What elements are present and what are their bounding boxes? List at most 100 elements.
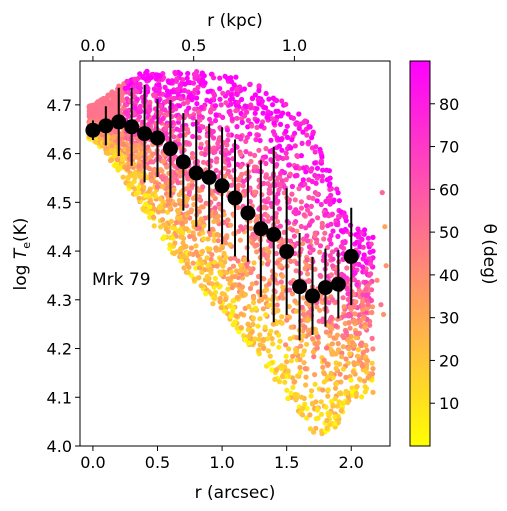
data-point (239, 275, 246, 281)
data-point (264, 336, 270, 342)
data-point (145, 121, 151, 127)
data-point (233, 108, 239, 114)
data-point (217, 295, 223, 302)
data-point (299, 394, 305, 400)
data-point (221, 308, 227, 314)
data-point (132, 175, 138, 181)
data-point (164, 88, 171, 94)
data-point (360, 264, 366, 270)
data-point (204, 255, 210, 261)
data-point (200, 159, 207, 165)
data-point (197, 256, 203, 262)
data-point (312, 266, 318, 272)
data-point (213, 167, 219, 174)
data-point (143, 70, 149, 76)
colorbar-title: θ (deg) (479, 223, 499, 284)
data-point (343, 275, 349, 281)
data-point (347, 325, 353, 331)
data-point (133, 191, 139, 197)
data-point (189, 151, 196, 157)
data-point (279, 147, 285, 153)
data-point (356, 239, 362, 245)
data-point (305, 318, 311, 324)
data-point (181, 253, 187, 259)
data-point (291, 379, 297, 385)
data-point (332, 396, 338, 402)
data-point (328, 370, 334, 376)
data-point (156, 86, 162, 92)
data-point (215, 213, 221, 219)
data-point (315, 340, 321, 346)
data-point (320, 387, 326, 393)
data-point (227, 242, 233, 248)
data-point (174, 126, 180, 132)
data-point (143, 201, 149, 207)
data-point (222, 259, 228, 265)
data-point (169, 78, 175, 84)
data-point (185, 269, 191, 276)
data-point (304, 341, 310, 347)
data-point (314, 198, 320, 204)
data-point (176, 197, 182, 204)
data-point (221, 173, 228, 180)
data-point (370, 234, 376, 240)
data-point (368, 241, 374, 247)
data-point (228, 182, 235, 188)
data-point (162, 107, 168, 113)
data-point (303, 169, 309, 175)
data-point (301, 236, 307, 242)
data-point (146, 148, 152, 154)
data-point (284, 123, 290, 129)
data-point (186, 94, 192, 100)
data-point (236, 282, 242, 288)
data-point (300, 352, 306, 358)
data-point (207, 116, 213, 122)
data-point (263, 146, 269, 152)
data-point (328, 316, 334, 322)
data-point (324, 345, 330, 351)
data-point (276, 344, 282, 350)
data-point (312, 372, 318, 378)
data-point (126, 164, 132, 170)
data-point (262, 105, 269, 111)
data-point (298, 223, 304, 230)
data-point (103, 145, 110, 151)
data-point (136, 171, 142, 178)
data-point (292, 197, 298, 203)
data-point (249, 240, 256, 246)
data-point (214, 281, 220, 287)
data-point (149, 118, 155, 124)
data-point (319, 431, 325, 437)
data-point (305, 327, 311, 333)
data-point (238, 136, 244, 142)
data-point (186, 105, 192, 111)
data-point (275, 307, 281, 314)
data-point (210, 301, 216, 307)
data-point (284, 317, 290, 323)
data-point (207, 98, 213, 104)
data-point (283, 177, 289, 183)
colorbar-tick-label: 30 (439, 309, 459, 328)
data-point (262, 294, 268, 300)
data-point (177, 103, 183, 109)
data-point (143, 76, 149, 82)
data-point (234, 91, 240, 98)
data-point (256, 347, 262, 353)
data-point (276, 332, 282, 338)
data-point (318, 158, 324, 164)
data-point (353, 390, 359, 397)
data-point (245, 327, 251, 333)
data-point (232, 255, 238, 261)
data-point (281, 170, 288, 176)
data-point (254, 106, 260, 112)
data-point (355, 234, 361, 240)
data-point (225, 286, 231, 292)
data-point (330, 228, 336, 234)
data-point (333, 351, 339, 357)
data-point (151, 223, 157, 229)
data-point (327, 253, 333, 259)
data-point (200, 184, 206, 190)
data-point (225, 90, 231, 96)
colorbar-tick-label: 10 (439, 394, 459, 413)
data-point (315, 334, 321, 340)
